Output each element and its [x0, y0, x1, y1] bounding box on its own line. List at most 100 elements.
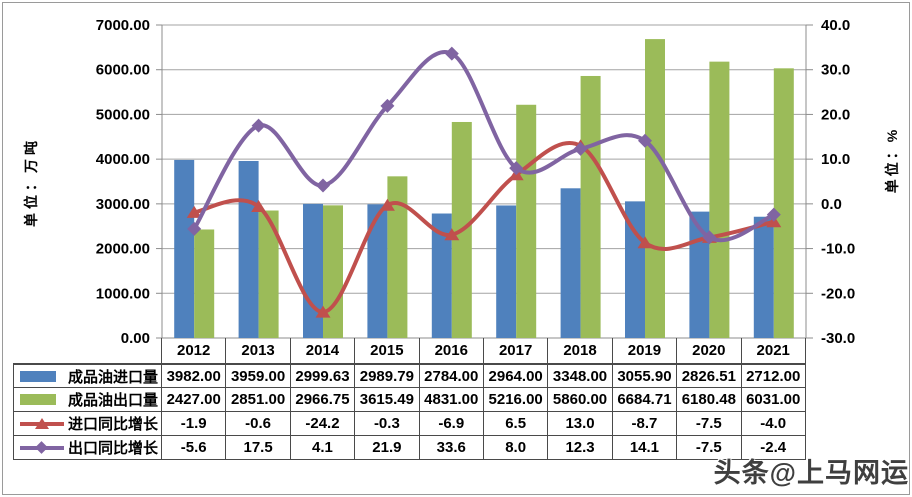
value-cell-2019-s3: -8.7	[612, 412, 678, 436]
export-growth-line	[192, 50, 776, 243]
export-volume-bar-2021	[773, 68, 794, 339]
export-volume-bar-2019	[645, 39, 665, 339]
year-cell-2017: 2017	[483, 338, 549, 364]
value-cell-2013-s3: -0.6	[226, 412, 291, 436]
value-cell-2013-s4: 17.5	[226, 436, 291, 460]
value-cell-2018-s3: 13.0	[548, 412, 613, 436]
diamond-marker-2020	[702, 230, 717, 245]
left-axis-tick-label: 7000.00	[96, 17, 150, 34]
value-cell-2016-s4: 33.6	[419, 436, 484, 460]
legend-entry: 出口同比增长	[20, 437, 158, 458]
value-cell-2021-s2: 6031.00	[741, 388, 806, 412]
diamond-marker-2019	[638, 133, 652, 148]
value-cell-2018-s4: 12.3	[548, 436, 613, 460]
diamond-marker-2017	[509, 161, 524, 176]
right-axis-tick-label: 20.0	[821, 106, 850, 123]
import-line-marker-icon	[20, 417, 64, 431]
value-cell-2020-s1: 2826.51	[677, 364, 742, 388]
value-cell-2020-s3: -7.5	[677, 412, 742, 436]
right-axis-tick-label: 30.0	[821, 62, 850, 79]
diamond-marker-2015	[380, 98, 395, 113]
value-cell-2014-s1: 2999.63	[290, 364, 356, 388]
right-axis-tick-label: 10.0	[821, 151, 850, 168]
import-volume-bar-2017	[496, 205, 517, 338]
value-cell-2019-s2: 6684.71	[612, 388, 678, 412]
year-cell-2012: 2012	[162, 338, 227, 364]
import-volume-bar-2013	[238, 160, 259, 338]
export-volume-bar-2014	[323, 205, 343, 338]
value-cell-2019-s1: 3055.90	[612, 364, 678, 388]
value-cell-2019-s4: 14.1	[612, 436, 678, 460]
value-cell-2017-s3: 6.5	[483, 412, 549, 436]
value-cell-2018-s1: 3348.00	[548, 364, 613, 388]
import-growth-line	[192, 140, 776, 315]
export-volume-bar-2020	[709, 61, 730, 338]
export-volume-bar-2018	[580, 75, 601, 338]
year-cell-2019: 2019	[612, 338, 678, 364]
value-cell-2014-s4: 4.1	[290, 436, 356, 460]
value-cell-2015-s1: 2989.79	[355, 364, 420, 388]
legend-cell-4: 出口同比增长	[13, 436, 162, 460]
series-name: 出口同比增长	[67, 440, 158, 457]
legend-cell-1: 成品油进口量	[13, 364, 162, 388]
import-volume-bar-2014	[303, 203, 323, 338]
export-volume-bar-2017	[516, 104, 537, 338]
export-volume-bar-2012	[194, 229, 215, 338]
value-cell-2020-s2: 6180.48	[677, 388, 742, 412]
legend-cell-2: 成品油出口量	[13, 388, 162, 412]
diamond-marker-2021	[766, 207, 781, 222]
value-cell-2014-s3: -24.2	[290, 412, 356, 436]
watermark: 头条@上马网运	[713, 458, 909, 488]
right-axis-tick-label: -10.0	[821, 241, 855, 258]
export-bar-swatch	[20, 394, 56, 405]
diamond-marker-2013	[251, 118, 266, 133]
import-volume-bar-2012	[174, 159, 195, 338]
value-cell-2020-s4: -7.5	[677, 436, 742, 460]
triangle-marker-2013	[251, 200, 267, 213]
value-cell-2017-s1: 2964.00	[483, 364, 549, 388]
series-name: 成品油进口量	[67, 368, 158, 386]
value-cell-2017-s4: 8.0	[483, 436, 549, 460]
right-axis-tick-label: 0.0	[821, 196, 842, 213]
diamond-marker-2012	[187, 221, 202, 236]
value-cell-2012-s2: 2427.00	[162, 388, 227, 412]
triangle-marker-2015	[379, 198, 395, 211]
triangle-marker-2019	[637, 236, 653, 249]
value-cell-2013-s2: 2851.00	[226, 388, 291, 412]
value-cell-2012-s4: -5.6	[162, 436, 227, 460]
value-cell-2018-s2: 5860.00	[548, 388, 613, 412]
export-line-marker-icon	[20, 440, 64, 455]
right-axis-tick-label: -30.0	[821, 330, 855, 347]
value-cell-2015-s4: 21.9	[355, 436, 420, 460]
year-cell-2013: 2013	[226, 338, 291, 364]
value-cell-2016-s3: -6.9	[419, 412, 484, 436]
export-volume-bar-2015	[387, 176, 408, 338]
triangle-marker-2016	[444, 228, 460, 241]
left-axis-tick-label: 5000.00	[96, 106, 150, 123]
legend-entry: 进口同比增长	[20, 413, 158, 434]
left-axis-tick-label: 2000.00	[96, 241, 150, 258]
diamond-marker-2018	[573, 141, 588, 156]
import-volume-bar-2016	[431, 213, 452, 338]
triangle-marker-2014	[315, 305, 331, 318]
left-axis-tick-label: 0.00	[121, 330, 150, 347]
value-cell-2016-s1: 2784.00	[419, 364, 484, 388]
import-volume-bar-2015	[367, 204, 388, 338]
value-cell-2016-s2: 4831.00	[419, 388, 484, 412]
left-axis-tick-label: 6000.00	[96, 62, 150, 79]
legend-entry: 成品油出口量	[20, 389, 158, 410]
year-cell-2015: 2015	[355, 338, 420, 364]
left-axis-tick-label: 1000.00	[96, 285, 150, 302]
left-axis-title: 单位：万吨	[23, 137, 39, 227]
right-axis-tick-label: 40.0	[821, 17, 850, 34]
legend-entry: 成品油进口量	[20, 366, 158, 387]
import-bar-swatch	[20, 370, 56, 382]
value-cell-2021-s3: -4.0	[741, 412, 806, 436]
diamond-marker-2016	[444, 46, 459, 61]
diamond-marker-2014	[316, 178, 330, 193]
table-corner-spacer	[13, 338, 162, 364]
value-cell-2021-s4: -2.4	[741, 436, 806, 460]
value-cell-2021-s1: 2712.00	[741, 364, 806, 388]
value-cell-2015-s3: -0.3	[355, 412, 420, 436]
